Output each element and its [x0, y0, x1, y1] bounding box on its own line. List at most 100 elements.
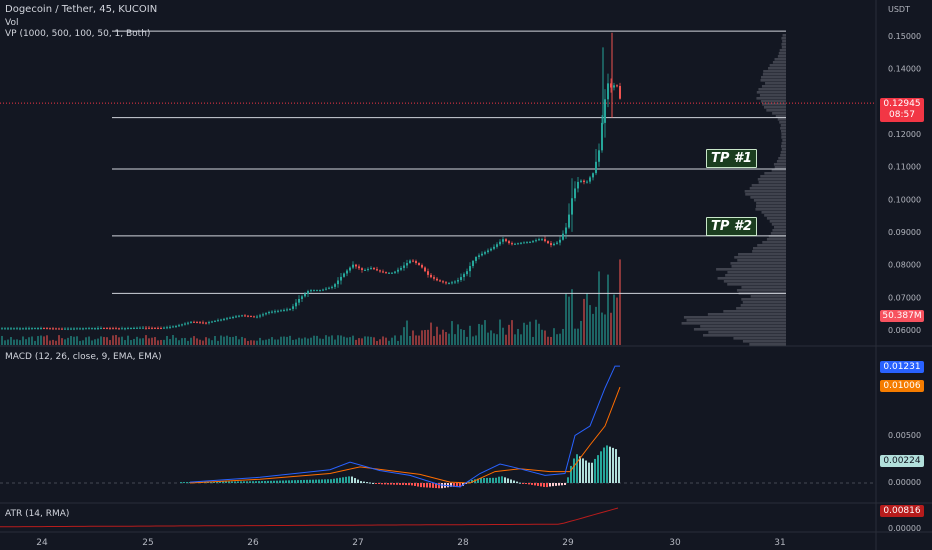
candle-body — [274, 311, 276, 313]
candle-body — [145, 327, 147, 329]
volume-bar — [226, 335, 228, 345]
volume-bar — [469, 325, 471, 345]
time-axis-tick: 30 — [669, 538, 681, 548]
vp-legend[interactable]: VP (1000, 500, 100, 50, 1, Both) — [5, 29, 151, 39]
volume-profile-bar — [774, 166, 786, 169]
macd-histogram-bar — [237, 481, 239, 483]
volume-bar — [343, 336, 345, 345]
atr-badge: 0.00816 — [880, 505, 924, 517]
candle-body — [193, 321, 195, 323]
volume-profile-bar — [760, 100, 786, 103]
time-axis[interactable]: 24 25 26 27 28 29 30 31 — [36, 538, 785, 548]
volume-bar — [310, 337, 312, 345]
volume-profile-bar — [772, 112, 786, 115]
volume-bar — [619, 259, 621, 345]
volume-bar — [424, 329, 426, 345]
candle-body — [571, 198, 573, 215]
volume-bar — [580, 320, 582, 345]
volume-bar — [472, 336, 474, 345]
volume-bar — [376, 340, 378, 345]
atr-legend[interactable]: ATR (14, RMA) — [5, 509, 70, 519]
candles[interactable] — [1, 32, 621, 331]
price-axis-tick: 0.09000 — [888, 228, 921, 237]
volume-bar — [160, 339, 162, 345]
candle-body — [532, 241, 534, 243]
volume-bar — [184, 337, 186, 345]
candle-body — [133, 327, 135, 329]
volume-profile-bar — [774, 58, 786, 61]
candle-body — [349, 267, 351, 271]
macd-histogram-bar — [447, 483, 449, 488]
macd-histogram-bar — [495, 477, 497, 483]
symbol-legend[interactable]: Dogecoin / Tether, 45, KUCOIN — [5, 4, 158, 15]
candle-body — [373, 267, 375, 270]
volume-bar — [244, 338, 246, 345]
macd-histogram-bar — [429, 483, 431, 488]
volume-bar — [145, 335, 147, 345]
volume-bar — [379, 339, 381, 345]
macd-histogram-bar — [351, 476, 353, 483]
volume-profile-bar — [766, 217, 786, 220]
volume-bar — [427, 329, 429, 345]
candle-body — [565, 227, 567, 234]
volume-bar — [556, 334, 558, 345]
tp2-label[interactable]: TP #2 — [706, 217, 758, 236]
candle-body — [592, 173, 594, 178]
volume-bar — [457, 324, 459, 345]
macd-histogram-bar — [408, 483, 410, 486]
volume-profile-bar — [774, 226, 786, 229]
volume-profile-bar — [745, 193, 786, 196]
volume-profile-bar — [749, 343, 786, 346]
macd-histogram-bar — [417, 483, 419, 487]
vol-legend[interactable]: Vol — [5, 18, 19, 28]
candle-body — [352, 264, 354, 268]
volume-bar — [43, 336, 45, 345]
candle-body — [283, 309, 285, 311]
candle-body — [109, 328, 111, 330]
last-price-badge: 0.12945 08:57 — [880, 98, 924, 122]
macd-histogram-bar — [288, 480, 290, 483]
volume-bar — [514, 334, 516, 345]
macd-histogram-bar — [396, 483, 398, 485]
volume-profile-bar — [781, 46, 786, 49]
candle-body — [466, 271, 468, 275]
macd-histogram-bar — [606, 445, 608, 483]
volume-bar — [163, 339, 165, 345]
volume-bar — [406, 320, 408, 345]
volume-bar — [94, 339, 96, 345]
candle-body — [427, 271, 429, 275]
candle-body — [148, 327, 150, 329]
macd-legend[interactable]: MACD (12, 26, close, 9, EMA, EMA) — [5, 352, 162, 362]
macd-histogram-bar — [318, 479, 320, 483]
volume-profile-bar — [761, 211, 786, 214]
candle-body — [385, 272, 387, 274]
macd-histogram-bar — [390, 483, 392, 485]
volume-bar — [52, 339, 54, 345]
volume-bar — [31, 336, 33, 345]
macd-histogram-bar — [537, 483, 539, 486]
tp1-label[interactable]: TP #1 — [706, 149, 758, 168]
candle-body — [112, 328, 114, 330]
histogram-badge: 0.00224 — [880, 455, 924, 467]
volume-profile-bar — [780, 145, 786, 148]
macd-histogram-bar — [561, 483, 563, 486]
volume-profile-bar — [733, 337, 786, 340]
macd-histogram-bar — [525, 483, 527, 484]
macd-histogram-bar — [456, 483, 458, 488]
volume-bar — [280, 336, 282, 345]
volume-bar — [82, 340, 84, 345]
macd-histogram-bar — [240, 481, 242, 483]
macd-histogram-bar — [564, 483, 566, 485]
volume-bar — [583, 298, 585, 345]
candle-body — [454, 281, 456, 283]
volume-bar — [361, 338, 363, 345]
volume-bar — [34, 340, 36, 345]
volume-bar — [193, 336, 195, 345]
candle-body — [370, 267, 372, 269]
horizontal-lines[interactable] — [112, 30, 786, 294]
candle-body — [163, 327, 165, 329]
volume-bar — [199, 339, 201, 345]
volume-profile-bar — [725, 274, 786, 277]
